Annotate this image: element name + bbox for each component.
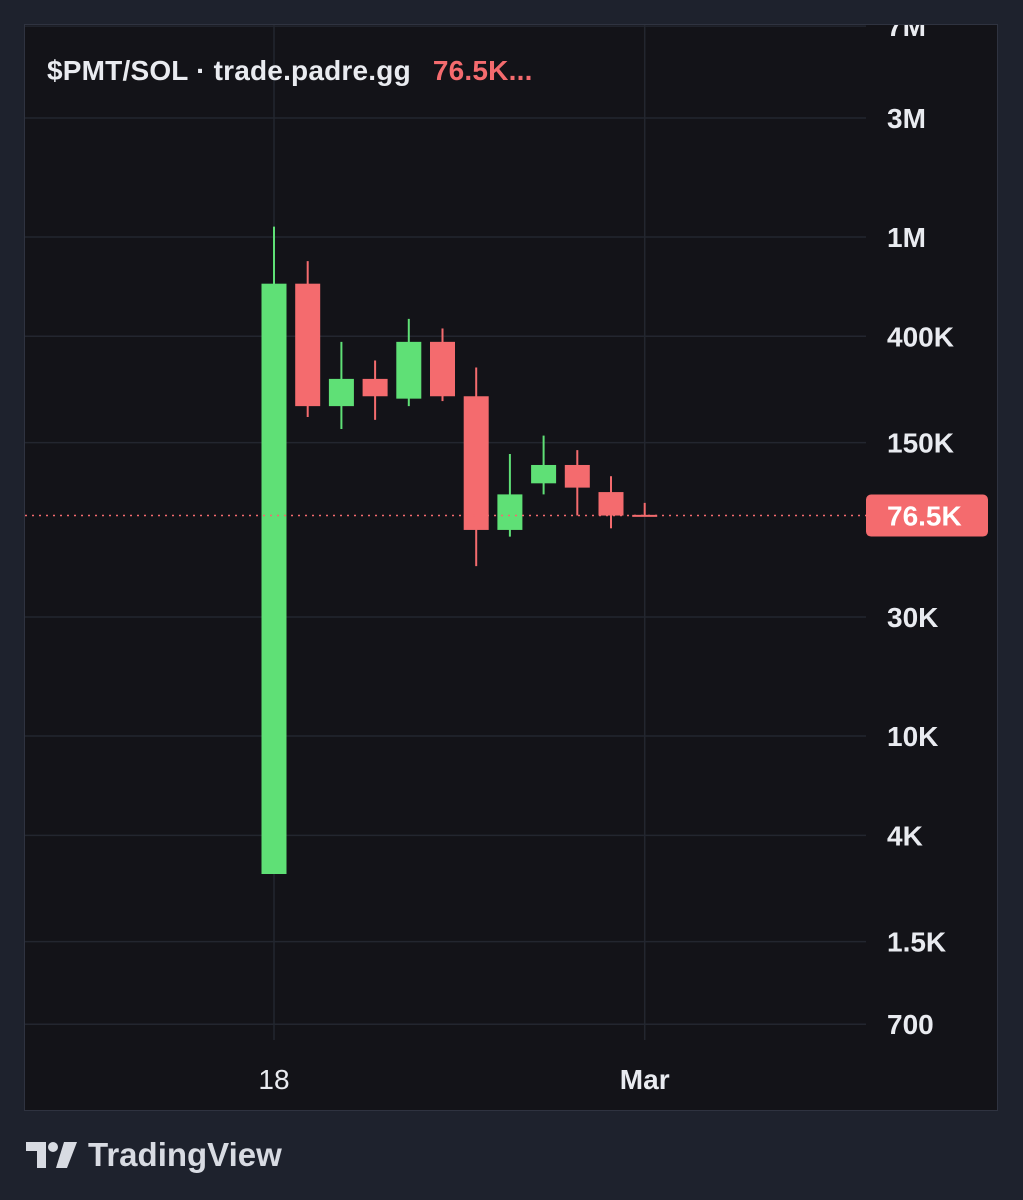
y-tick-label: 700	[887, 1009, 934, 1040]
last-price-label: 76.5K	[887, 501, 962, 532]
candle-body	[632, 514, 658, 517]
candle-body	[261, 283, 287, 875]
candle-body	[598, 492, 624, 516]
y-tick-label: 1M	[887, 222, 926, 253]
y-tick-label: 4K	[887, 820, 923, 851]
y-tick-label: 3M	[887, 103, 926, 134]
chart-panel[interactable]: 7M 3M 1M 400K 150K 30K 10K 4K 1.5K 700 18 Mar 76.5K …	[24, 24, 998, 1111]
candle-body	[328, 378, 354, 407]
candle-body	[463, 396, 489, 530]
symbol-name: $PMT/SOL	[47, 55, 189, 86]
x-tick-label: 18	[258, 1064, 289, 1095]
candle-body	[396, 341, 422, 399]
candle-body	[430, 341, 455, 397]
last-value: 76.5K...	[432, 55, 533, 86]
x-tick-label: Mar	[620, 1064, 670, 1095]
y-tick-label: 30K	[887, 602, 938, 633]
tradingview-wordmark: TradingView	[88, 1136, 282, 1173]
y-tick-label: 400K	[887, 321, 954, 352]
last-price-badge	[866, 494, 988, 537]
candle-body	[564, 464, 590, 488]
candle-body	[362, 378, 388, 397]
symbol-header: $PMT/SOL · trade.padre.gg 76.5K...	[47, 55, 533, 87]
tradingview-logo-icon	[26, 1142, 77, 1168]
y-tick-label: 1.5K	[887, 927, 946, 958]
y-tick-label: 7M	[887, 25, 926, 42]
candle-body	[531, 464, 557, 484]
y-tick-label: 150K	[887, 428, 954, 459]
candle-body	[295, 283, 321, 407]
data-source: trade.padre.gg	[213, 55, 411, 86]
candle-body	[497, 494, 523, 530]
candlestick-chart[interactable]: 7M 3M 1M 400K 150K 30K 10K 4K 1.5K 700 18 Mar 76.5K	[25, 25, 998, 1111]
header-separator: ·	[196, 55, 206, 86]
y-tick-label: 10K	[887, 721, 938, 752]
tradingview-logo[interactable]: TradingView	[26, 1136, 282, 1174]
